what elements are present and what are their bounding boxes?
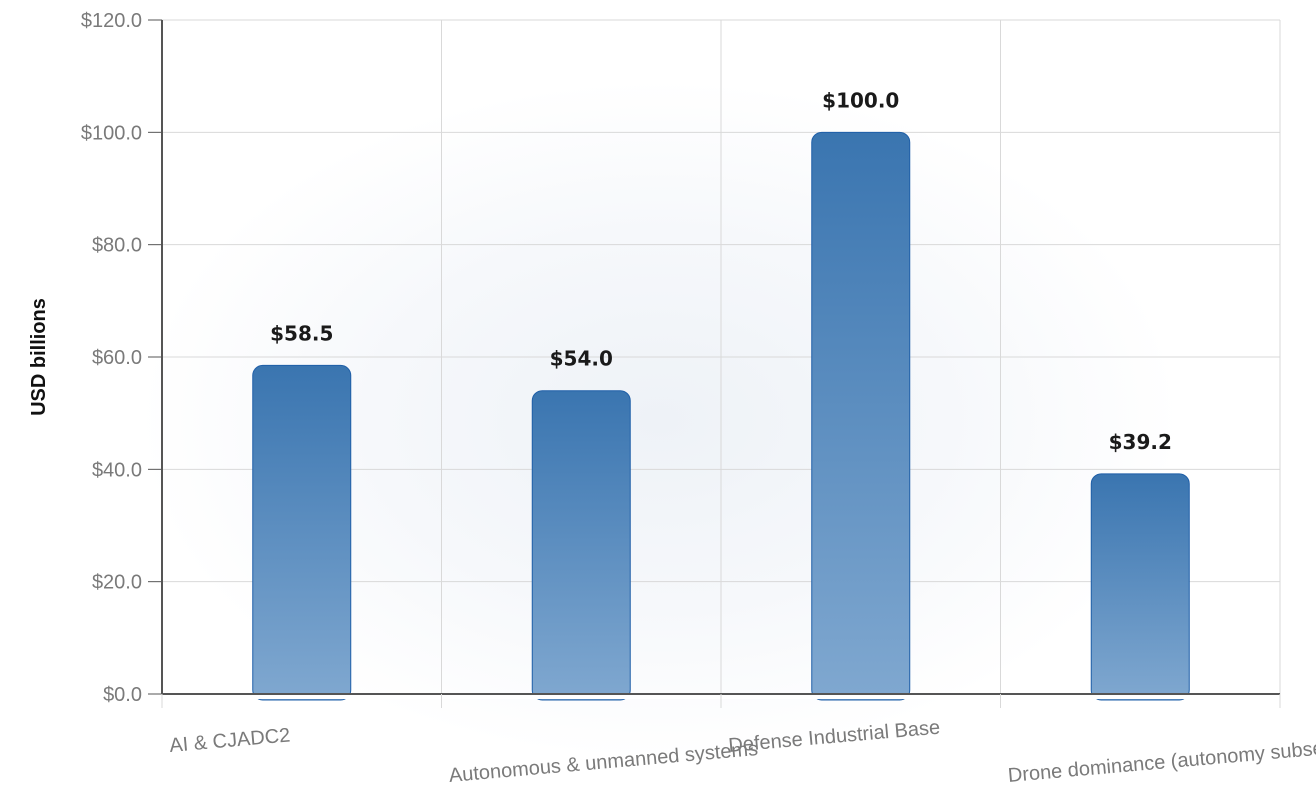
y-tick-label: $20.0	[92, 572, 142, 594]
x-category-label: Autonomous & unmanned systems	[448, 738, 759, 787]
y-tick-label: $120.0	[81, 10, 142, 32]
axis-layer	[148, 19, 1281, 708]
bar	[531, 390, 631, 701]
bar	[811, 131, 911, 701]
bar-value-label: $58.5	[270, 321, 333, 345]
bar-value-label: $39.2	[1109, 430, 1172, 454]
bar-baseline-mask	[140, 693, 1280, 699]
bar	[1090, 473, 1190, 701]
x-category-label: Defense Industrial Base	[728, 717, 941, 757]
bar-value-label: $54.0	[550, 347, 613, 371]
y-tick-label: $80.0	[92, 235, 142, 257]
bar	[252, 364, 352, 701]
y-tick-label: $60.0	[92, 347, 142, 369]
bar-layer	[140, 131, 1280, 701]
y-tick-label: $100.0	[81, 122, 142, 144]
y-tick-label: $0.0	[103, 684, 142, 706]
y-tick-label: $40.0	[92, 459, 142, 481]
x-category-label: Drone dominance (autonomy subset)	[1007, 736, 1316, 787]
bar-value-label: $100.0	[822, 88, 899, 112]
x-category-label: AI & CJADC2	[169, 725, 292, 757]
y-axis-title: USD billions	[28, 298, 50, 416]
